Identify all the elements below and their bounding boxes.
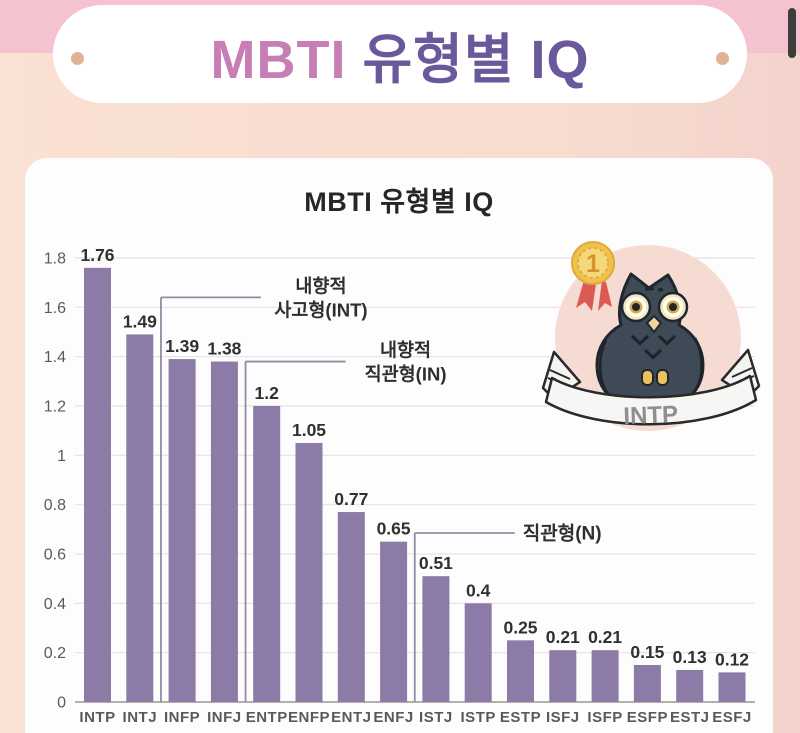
owl-foot-right — [656, 369, 669, 386]
x-tick-label: INFP — [164, 709, 200, 726]
chart-title: MBTI 유형별 IQ — [304, 187, 494, 217]
bar-INTJ — [126, 334, 154, 702]
bar-ISFJ — [549, 650, 577, 702]
page-title-rest: 유형별 IQ — [346, 29, 590, 90]
bar-value-label: 1.38 — [207, 339, 241, 359]
bar-INFP — [168, 359, 196, 702]
bar-ISFP — [591, 650, 619, 702]
medal-rank: 1 — [586, 250, 600, 278]
y-tick-label: 0.8 — [44, 497, 66, 514]
y-tick-label: 0.4 — [44, 596, 66, 613]
bar-ENFP — [295, 442, 323, 702]
bar-INFJ — [210, 361, 238, 702]
bar-ISTJ — [422, 576, 450, 702]
y-tick-label: 0 — [57, 695, 66, 712]
bar-value-label: 0.4 — [466, 580, 491, 600]
y-tick-label: 1.2 — [44, 398, 66, 415]
pill-dot-left-icon — [71, 52, 84, 65]
bar-INTP — [84, 267, 111, 702]
bar-value-label: 0.25 — [503, 617, 537, 637]
bar-value-label: 1.05 — [292, 420, 326, 440]
x-tick-label: ISFP — [587, 709, 622, 726]
bar-ESTP — [507, 640, 534, 702]
bar-value-label: 0.15 — [630, 642, 664, 662]
annotation-label: 사고형(INT) — [274, 299, 367, 320]
x-tick-label: ISTP — [461, 709, 496, 726]
bar-ENFJ — [380, 541, 408, 702]
x-tick-label: ISFJ — [546, 709, 580, 726]
bar-value-label: 0.13 — [673, 647, 707, 667]
y-tick-label: 1.6 — [44, 300, 66, 317]
bar-value-label: 0.65 — [377, 519, 411, 539]
bar-value-label: 1.76 — [80, 245, 114, 265]
bar-value-label: 1.2 — [255, 383, 280, 403]
x-tick-label: ESTJ — [670, 709, 710, 726]
annotation-label: 내향적 — [380, 340, 431, 361]
x-tick-label: ISTJ — [419, 709, 453, 726]
x-tick-label: INTP — [79, 709, 115, 726]
y-tick-label: 1 — [57, 448, 66, 465]
bar-ESTJ — [676, 669, 704, 702]
bar-value-label: 0.77 — [334, 489, 368, 509]
page-title: MBTI 유형별 IQ — [210, 15, 589, 94]
page-title-mbti: MBTI — [210, 29, 347, 90]
bar-ENTJ — [337, 512, 365, 702]
ribbon-label: INTP — [623, 401, 679, 430]
x-tick-label: ENFP — [288, 709, 330, 726]
annotation-label: 내향적 — [295, 275, 346, 296]
y-tick-label: 0.2 — [44, 645, 66, 662]
x-tick-label: ESTP — [500, 709, 541, 726]
y-tick-label: 1.8 — [44, 250, 66, 267]
bar-value-label: 0.21 — [546, 627, 580, 647]
ribbon-banner: INTP — [541, 348, 761, 430]
bar-value-label: 0.51 — [419, 553, 453, 573]
x-tick-label: INTJ — [123, 709, 158, 726]
x-tick-label: ESFJ — [712, 709, 752, 726]
pill-dot-right-icon — [716, 52, 729, 65]
y-tick-label: 0.6 — [44, 546, 66, 563]
bar-value-label: 0.12 — [715, 649, 749, 669]
x-tick-label: ENTP — [246, 709, 288, 726]
x-tick-label: ENTJ — [331, 709, 371, 726]
x-tick-label: INFJ — [207, 709, 242, 726]
bar-value-label: 1.39 — [165, 336, 199, 356]
bar-value-label: 1.49 — [123, 311, 157, 331]
bar-ENTP — [253, 405, 281, 702]
gold-medal-icon: 1 — [571, 241, 615, 311]
owl-foot-left — [641, 369, 654, 386]
bar-ESFP — [633, 664, 661, 702]
y-tick-label: 1.4 — [44, 349, 66, 366]
scrollbar-thumb[interactable] — [788, 8, 796, 58]
bar-value-label: 0.21 — [588, 627, 622, 647]
bar-ESFJ — [718, 672, 746, 702]
header-title-pill: MBTI 유형별 IQ — [53, 5, 747, 103]
owl-icon — [595, 272, 705, 412]
annotation-label: 직관형(IN) — [365, 364, 447, 385]
bar-ISTP — [464, 603, 492, 702]
x-tick-label: ESFP — [627, 709, 668, 726]
x-tick-label: ENFJ — [373, 709, 413, 726]
owl-illustration: INTP 1 — [541, 241, 761, 431]
annotation-label: 직관형(N) — [523, 523, 602, 545]
